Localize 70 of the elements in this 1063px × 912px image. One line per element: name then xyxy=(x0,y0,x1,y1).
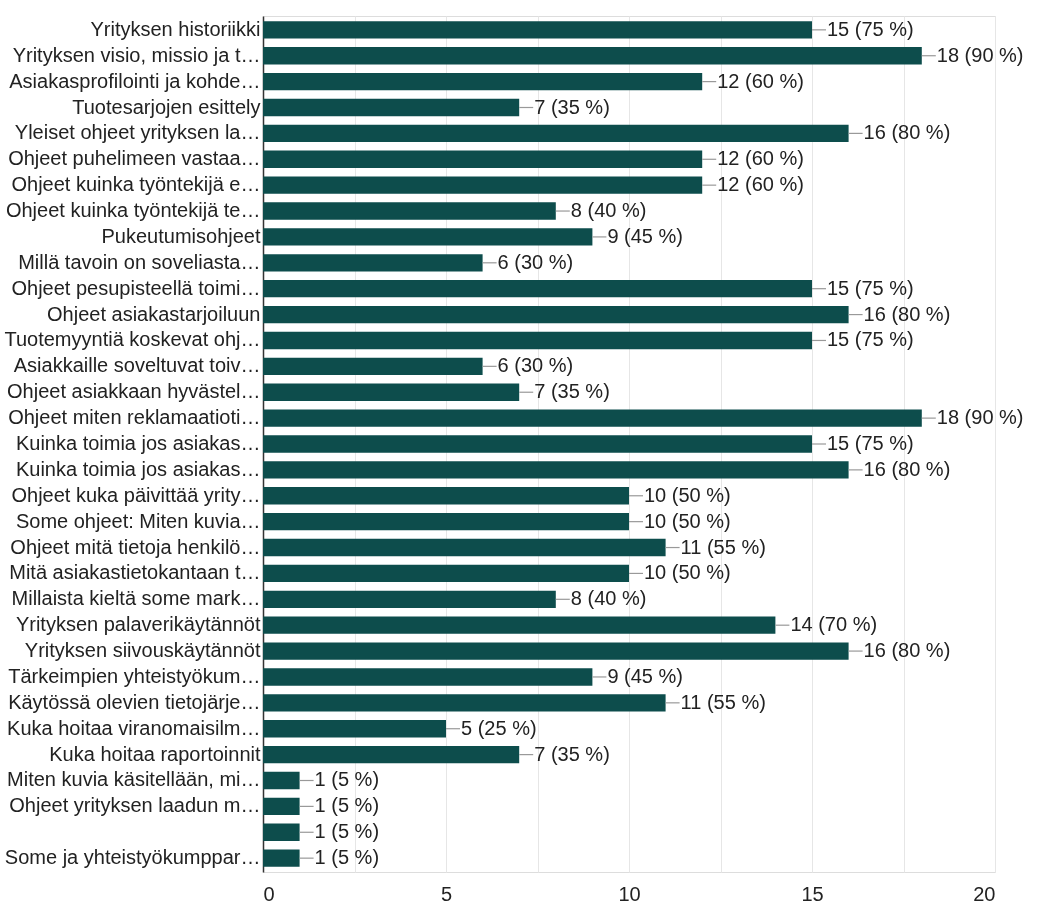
y-tick-label: Ohjeet asiakkaan hyvästel… xyxy=(7,380,261,403)
data-label: 6 (30 %) xyxy=(497,250,574,273)
data-label: 10 (50 %) xyxy=(644,483,731,506)
data-label: 7 (35 %) xyxy=(534,380,610,403)
y-tick-label: Tuotesarjojen esittely xyxy=(72,95,261,118)
y-tick-label: Kuinka toimia jos asiakas… xyxy=(15,457,261,480)
data-label: 18 (90 %) xyxy=(936,43,1024,66)
x-tick-label: 5 xyxy=(440,882,453,905)
data-label: 15 (75 %) xyxy=(827,17,914,40)
y-tick-label: Ohjeet puhelimeen vastaa… xyxy=(8,147,261,170)
data-label: 12 (60 %) xyxy=(717,173,804,196)
y-tick-label: Kuka hoitaa viranomaisilm… xyxy=(7,716,261,739)
data-label: 1 (5 %) xyxy=(314,846,380,869)
y-tick-label: Ohjeet mitä tietoja henkilö… xyxy=(10,535,261,558)
y-tick-label: Yrityksen siivouskäytännöt xyxy=(24,639,261,662)
data-label: 18 (90 %) xyxy=(936,406,1024,429)
data-label: 1 (5 %) xyxy=(314,794,380,817)
data-label: 6 (30 %) xyxy=(497,354,574,377)
x-tick-label: 10 xyxy=(618,882,641,905)
y-tick-label: Kuka hoitaa raportoinnit xyxy=(49,742,261,765)
data-label: 16 (80 %) xyxy=(863,639,951,662)
data-label: 12 (60 %) xyxy=(717,69,804,92)
y-tick-label: Millaista kieltä some mark… xyxy=(11,587,261,610)
data-label: 14 (70 %) xyxy=(790,613,878,636)
y-tick-label: Ohjeet kuinka työntekijä te… xyxy=(5,199,261,222)
data-label: 9 (45 %) xyxy=(607,224,683,247)
y-tick-label: Ohjeet kuinka työntekijä e… xyxy=(11,173,261,196)
data-label: 15 (75 %) xyxy=(827,328,914,351)
data-label: 5 (25 %) xyxy=(461,716,537,739)
y-tick-label: Ohjeet asiakastarjoiluun xyxy=(47,302,261,325)
y-tick-label: Yleiset ohjeet yrityksen la… xyxy=(14,121,261,144)
y-tick-label: Ohjeet yrityksen laadun m… xyxy=(9,794,261,817)
data-label: 10 (50 %) xyxy=(644,561,731,584)
data-label: 7 (35 %) xyxy=(534,95,610,118)
y-tick-label: Some ja yhteistyökumppar… xyxy=(4,846,261,869)
y-tick-label: Ohjeet pesupisteellä toimi… xyxy=(11,276,261,299)
y-tick-label: Yrityksen historiikki xyxy=(90,17,261,40)
y-tick-label: Yrityksen palaverikäytännöt xyxy=(15,613,261,636)
x-tick-label: 20 xyxy=(973,882,996,905)
y-tick-label: Some ohjeet: Miten kuvia… xyxy=(15,509,261,532)
x-tick-label: 0 xyxy=(263,882,275,905)
y-tick-label: Käytössä olevien tietojärje… xyxy=(8,690,261,713)
data-label: 16 (80 %) xyxy=(863,302,951,325)
y-tick-label: Yrityksen visio, missio ja t… xyxy=(12,43,261,66)
data-label: 12 (60 %) xyxy=(717,147,804,170)
x-tick-label: 15 xyxy=(801,882,824,905)
y-tick-label: Ohjeet kuka päivittää yrity… xyxy=(11,483,261,506)
y-tick-label: Miten kuvia käsitellään, mi… xyxy=(7,768,261,791)
y-tick-label: Mitä asiakastietokantaan t… xyxy=(9,561,261,584)
data-label: 1 (5 %) xyxy=(314,768,380,791)
y-tick-label: Ohjeet miten reklamaatioti… xyxy=(8,406,261,429)
data-label: 9 (45 %) xyxy=(607,664,683,687)
data-label: 15 (75 %) xyxy=(827,276,914,299)
y-tick-label: Kuinka toimia jos asiakas… xyxy=(15,432,261,454)
data-label: 16 (80 %) xyxy=(863,121,951,144)
data-label: 1 (5 %) xyxy=(314,820,380,843)
data-label: 10 (50 %) xyxy=(644,509,731,532)
y-tick-label: Pukeutumisohjeet xyxy=(101,224,261,247)
y-tick-label: Tärkeimpien yhteistyökum… xyxy=(8,664,261,687)
data-label: 15 (75 %) xyxy=(827,432,914,454)
data-label: 8 (40 %) xyxy=(570,587,647,610)
y-tick-label: Millä tavoin on soveliasta… xyxy=(18,250,261,273)
data-label: 11 (55 %) xyxy=(680,535,766,558)
y-tick-label: Asiakasprofilointi ja kohde… xyxy=(9,69,261,92)
y-tick-label: Asiakkaille soveltuvat toiv… xyxy=(13,354,261,377)
data-label: 11 (55 %) xyxy=(680,690,766,713)
y-tick-label: Tuotemyyntiä koskevat ohj… xyxy=(4,328,261,351)
data-label: 7 (35 %) xyxy=(534,742,610,765)
data-label: 8 (40 %) xyxy=(570,199,647,222)
data-label: 16 (80 %) xyxy=(863,457,951,480)
